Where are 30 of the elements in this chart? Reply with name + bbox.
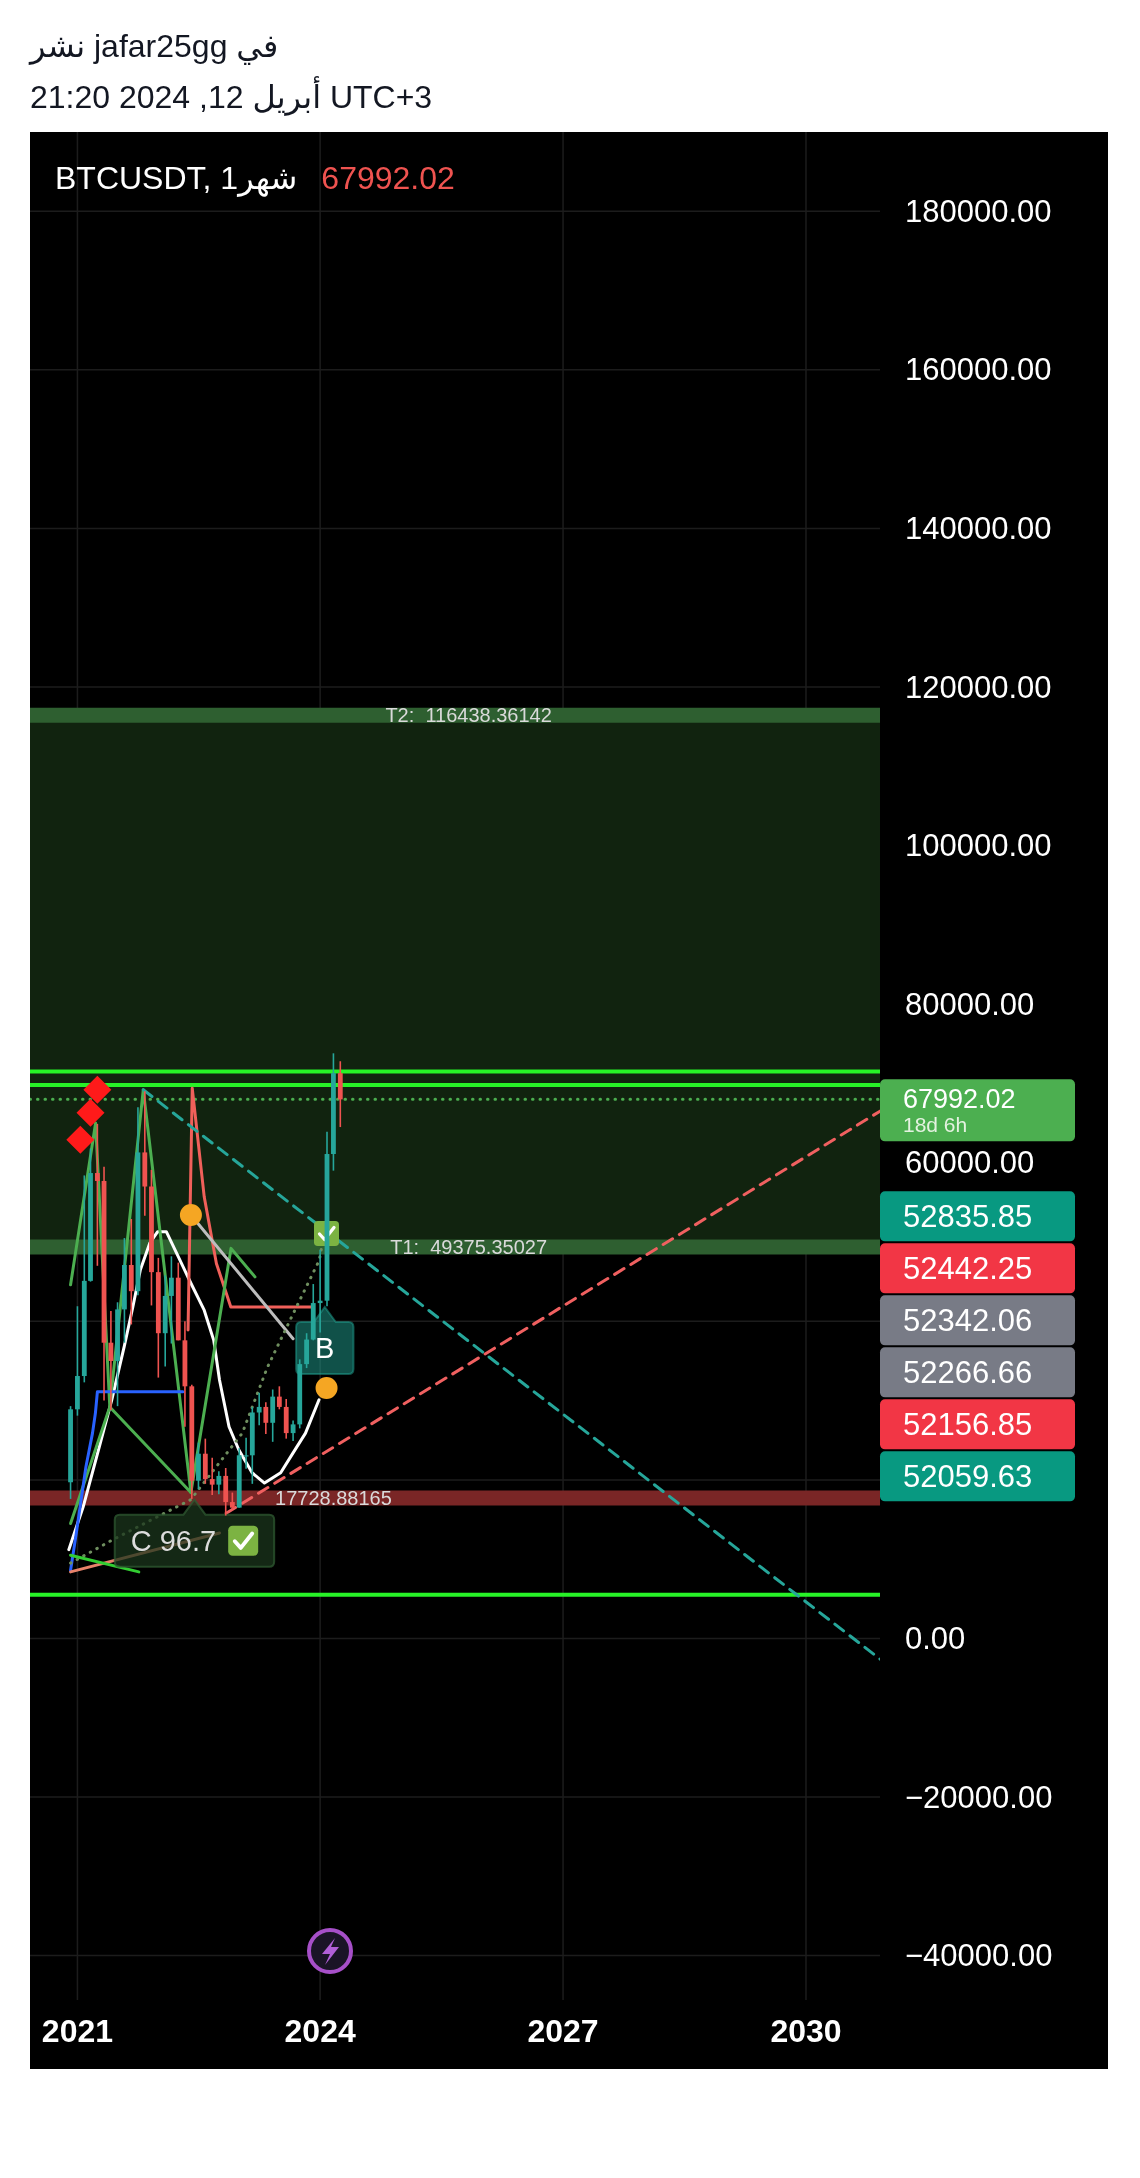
y-tick-label: 160000.00 xyxy=(905,352,1052,388)
chart-subtitle: نشر jafar25gg في أبريل 12, 2024 21:20 UTC+3 xyxy=(28,28,433,116)
text: 52059.63 xyxy=(903,1458,1033,1494)
annotation: C 96.7 xyxy=(130,1524,217,1557)
y-tick-label: 120000.00 xyxy=(905,669,1052,705)
y-tick-label: 0.00 xyxy=(905,1620,966,1656)
text: 52442.25 xyxy=(903,1250,1033,1286)
y-tick-label: 180000.00 xyxy=(905,193,1052,229)
y-tick-label: 140000.00 xyxy=(905,510,1052,546)
annotation: T2: 116438.36142 xyxy=(385,704,552,727)
text: 52156.85 xyxy=(903,1406,1033,1442)
y-tick-label: 80000.00 xyxy=(905,986,1035,1022)
text: BTCUSDT, 1شهر xyxy=(55,160,298,197)
text: 18d 6h xyxy=(903,1112,968,1136)
y-tick-label: −40000.00 xyxy=(905,1938,1053,1974)
y-tick-label: −20000.00 xyxy=(905,1779,1053,1815)
y-tick-label: 60000.00 xyxy=(905,1145,1035,1181)
x-tick-label: 2027 xyxy=(527,2013,599,2049)
x-tick-label: 2030 xyxy=(770,2013,842,2049)
annotation: 17728.88165 xyxy=(275,1486,392,1509)
text: 52342.06 xyxy=(903,1302,1033,1338)
text: 52266.66 xyxy=(903,1354,1033,1390)
text: 67992.02 xyxy=(321,160,455,196)
annotation: T1: 49375.35027 xyxy=(390,1235,548,1258)
x-tick-label: 2021 xyxy=(41,2013,114,2049)
x-tick-label: 2024 xyxy=(284,2013,356,2049)
text: 52835.85 xyxy=(903,1198,1033,1234)
y-tick-label: 100000.00 xyxy=(905,828,1052,864)
ref-line-label: 67992.02 xyxy=(903,1084,1016,1115)
annotation: B xyxy=(315,1332,335,1365)
